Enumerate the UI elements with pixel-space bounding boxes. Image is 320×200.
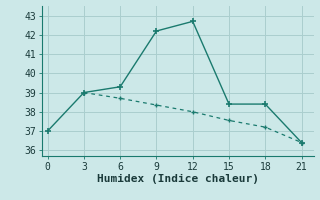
X-axis label: Humidex (Indice chaleur): Humidex (Indice chaleur)	[97, 174, 259, 184]
